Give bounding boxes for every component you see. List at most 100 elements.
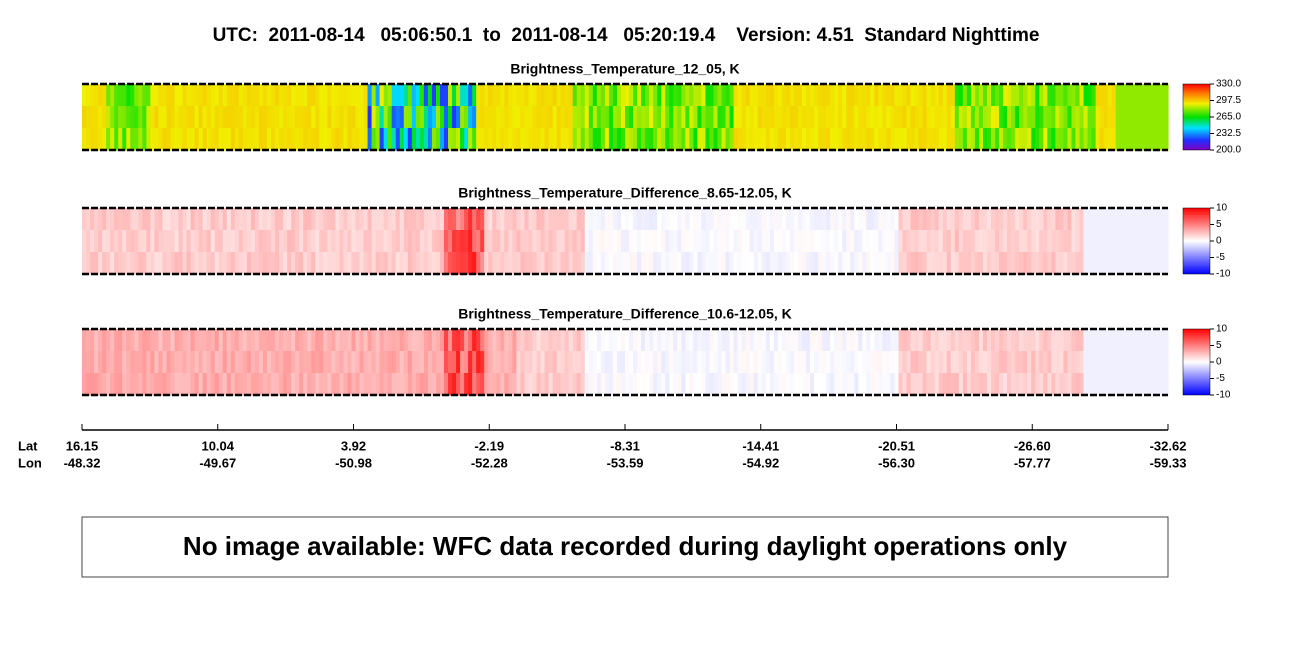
strip-cell bbox=[830, 230, 835, 253]
strip-cell bbox=[974, 351, 980, 374]
strip-cell bbox=[733, 84, 739, 107]
strip-cell bbox=[822, 84, 827, 107]
strip-cell bbox=[846, 230, 851, 253]
strip-cell bbox=[1107, 351, 1113, 374]
strip-cell bbox=[584, 351, 590, 374]
strip-cell bbox=[94, 208, 99, 231]
strip-cell bbox=[677, 329, 682, 352]
strip-cell bbox=[1095, 84, 1101, 107]
strip-cell bbox=[166, 208, 172, 231]
strip-cell bbox=[657, 208, 662, 231]
strip-cell bbox=[283, 252, 288, 275]
strip-cell bbox=[1019, 128, 1024, 151]
strip-cell bbox=[319, 373, 324, 396]
strip-cell bbox=[1115, 351, 1121, 374]
strip-cell bbox=[806, 128, 811, 151]
strip-cell bbox=[1107, 106, 1113, 129]
strip-cell bbox=[685, 208, 690, 231]
strip-cell bbox=[198, 230, 204, 253]
strip-cell bbox=[709, 230, 715, 253]
strip-cell bbox=[307, 208, 312, 231]
strip-cell bbox=[331, 84, 336, 107]
strip-cell bbox=[1011, 84, 1016, 107]
strip-cell bbox=[1035, 230, 1040, 253]
strip-cell bbox=[713, 252, 719, 275]
strip-cell bbox=[641, 208, 646, 231]
strip-cell bbox=[1063, 106, 1069, 129]
strip-cell bbox=[1035, 106, 1040, 129]
strip-cell bbox=[1023, 84, 1028, 107]
strip-cell bbox=[427, 84, 433, 107]
strip-cell bbox=[295, 351, 300, 374]
strip-cell bbox=[190, 106, 196, 129]
strip-cell bbox=[729, 208, 735, 231]
strip-cell bbox=[826, 106, 831, 129]
strip-cell bbox=[914, 128, 920, 151]
strip-cell bbox=[524, 84, 530, 107]
page-title: UTC: 2011-08-14 05:06:50.1 to 2011-08-14… bbox=[213, 25, 1040, 46]
strip-cell bbox=[673, 373, 678, 396]
strip-cell bbox=[476, 208, 481, 231]
strip-cell bbox=[371, 106, 377, 129]
strip-cell bbox=[665, 106, 670, 129]
strip-cell bbox=[98, 230, 103, 253]
strip-cell bbox=[568, 208, 574, 231]
strip-cell bbox=[186, 128, 192, 151]
strip-cell bbox=[596, 84, 602, 107]
strip-cell bbox=[178, 84, 184, 107]
strip-cell bbox=[612, 230, 618, 253]
strip-cell bbox=[371, 351, 377, 374]
strip-cell bbox=[797, 329, 803, 352]
strip-cell bbox=[516, 329, 522, 352]
strip-cell bbox=[234, 252, 240, 275]
strip-cell bbox=[689, 208, 694, 231]
strip-cell bbox=[999, 84, 1004, 107]
strip-cell bbox=[1071, 329, 1077, 352]
strip-cell bbox=[749, 373, 755, 396]
strip-cell bbox=[403, 208, 409, 231]
strip-cell bbox=[162, 84, 168, 107]
strip-cell bbox=[1079, 84, 1085, 107]
strip-cell bbox=[162, 106, 168, 129]
strip-cell bbox=[516, 351, 522, 374]
strip-cell bbox=[162, 230, 168, 253]
strip-cell bbox=[540, 329, 546, 352]
strip-cell bbox=[564, 373, 570, 396]
strip-cell bbox=[1007, 128, 1012, 151]
strip-cell bbox=[347, 84, 353, 107]
strip-cell bbox=[540, 351, 546, 374]
strip-cell bbox=[785, 252, 791, 275]
strip-cell bbox=[693, 329, 698, 352]
strip-cell bbox=[934, 351, 940, 374]
strip-cell bbox=[906, 208, 912, 231]
strip-cell bbox=[564, 351, 570, 374]
strip-cell bbox=[914, 106, 920, 129]
strip-cell bbox=[448, 128, 453, 151]
strip-cell bbox=[303, 208, 308, 231]
strip-cell bbox=[403, 230, 409, 253]
strip-cell bbox=[238, 106, 244, 129]
strip-cell bbox=[186, 106, 192, 129]
strip-cell bbox=[1087, 230, 1093, 253]
strip-cell bbox=[383, 106, 389, 129]
strip-cell bbox=[1067, 106, 1073, 129]
strip-cell bbox=[685, 329, 690, 352]
strip-cell bbox=[801, 373, 807, 396]
strip-cell bbox=[258, 84, 264, 107]
strip-cell bbox=[303, 84, 308, 107]
strip-cell bbox=[576, 208, 582, 231]
strip-cell bbox=[556, 329, 562, 352]
strip-cell bbox=[850, 373, 855, 396]
strip-cell bbox=[1023, 128, 1028, 151]
strip-cell bbox=[1063, 252, 1069, 275]
strip-cell bbox=[431, 329, 437, 352]
strip-cell bbox=[250, 106, 256, 129]
strip-cell bbox=[978, 208, 984, 231]
strip-cell bbox=[1023, 351, 1028, 374]
strip-cell bbox=[1155, 373, 1161, 396]
strip-cell bbox=[737, 84, 743, 107]
strip-cell bbox=[938, 351, 944, 374]
strip-cell bbox=[287, 106, 292, 129]
strip-cell bbox=[444, 351, 449, 374]
strip-cell bbox=[411, 106, 417, 129]
